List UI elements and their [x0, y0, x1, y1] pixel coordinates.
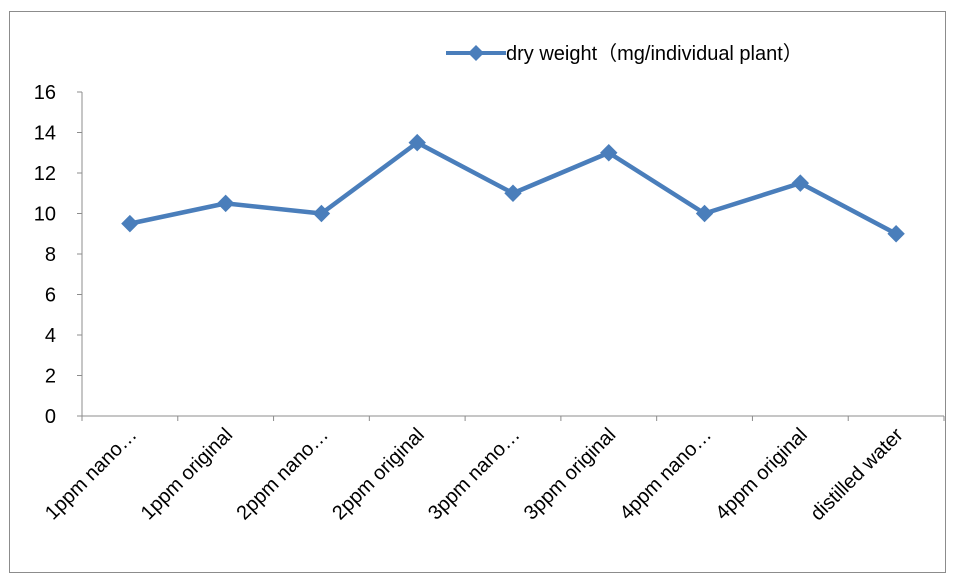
- y-tick-label: 14: [34, 123, 56, 145]
- x-tick-label: 1ppm original: [137, 424, 237, 524]
- y-tick-label: 12: [34, 163, 56, 185]
- series-layer: [121, 133, 905, 243]
- y-tick-label: 0: [45, 406, 56, 428]
- y-tick-label: 16: [34, 82, 56, 104]
- legend-series-label: dry weight（mg/individual plant）: [506, 42, 803, 65]
- data-point-marker: [504, 184, 522, 202]
- chart-frame: [9, 11, 946, 573]
- x-tick-label: 4ppm original: [711, 424, 811, 524]
- y-tick-label: 10: [34, 204, 56, 226]
- legend: dry weight（mg/individual plant）: [446, 42, 803, 65]
- x-tick-label: 1ppm nano…: [41, 424, 141, 524]
- data-point-marker: [887, 225, 905, 243]
- legend-series-marker: [468, 45, 484, 61]
- y-tick-label: 2: [45, 366, 56, 388]
- x-tick-label: 4ppm nano…: [616, 424, 716, 524]
- x-tick-label: distilled water: [806, 424, 907, 525]
- data-point-marker: [121, 214, 139, 233]
- x-tick-label: 3ppm original: [520, 424, 620, 524]
- y-tick-label: 4: [45, 325, 56, 347]
- x-tick-label: 2ppm original: [328, 424, 428, 524]
- data-point-marker: [408, 133, 426, 152]
- data-point-marker: [600, 144, 618, 162]
- data-point-marker: [695, 204, 714, 223]
- x-tick-label: 3ppm nano…: [424, 424, 524, 524]
- x-tick-label: 2ppm nano…: [233, 424, 333, 524]
- y-tick-label: 6: [45, 285, 56, 307]
- data-point-marker: [312, 204, 331, 223]
- data-point-marker: [791, 174, 810, 192]
- y-tick-label: 8: [45, 244, 56, 266]
- data-point-marker: [216, 194, 235, 213]
- axes: [81, 92, 944, 417]
